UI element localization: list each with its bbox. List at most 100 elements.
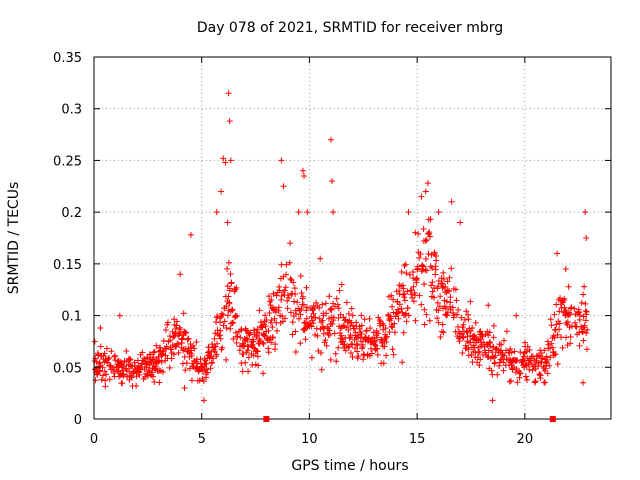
data-point [565,283,572,290]
data-point [437,293,444,300]
data-point [388,321,395,328]
data-point [434,315,441,322]
data-point [563,319,570,326]
data-point [227,271,234,278]
data-point [460,334,467,341]
data-point [322,337,329,344]
data-point [340,338,347,345]
data-point [181,384,188,391]
data-point [313,299,320,306]
data-point [164,319,171,326]
data-point [329,178,336,185]
data-point [355,353,362,360]
data-point [437,334,444,340]
data-point [144,355,151,362]
data-point [234,333,241,340]
data-point [423,311,430,318]
data-point [443,305,450,312]
data-point [244,347,251,354]
data-point [484,328,491,335]
data-point [327,136,334,143]
data-point [564,318,571,325]
data-point [268,317,275,324]
data-point [400,285,407,292]
data-point [188,377,195,384]
data-point [526,347,533,354]
data-point [176,331,183,338]
data-point [326,293,333,300]
data-point [490,334,497,341]
data-point [276,287,283,294]
data-point [335,305,342,312]
data-point [105,354,112,361]
data-point [294,299,301,306]
x-tick-label: 0 [90,432,98,447]
data-point [151,379,158,386]
data-point [488,367,495,374]
data-point [128,374,135,381]
data-point [292,349,299,356]
data-point [261,332,268,339]
data-point [572,323,579,330]
data-point [417,250,424,257]
data-point [360,356,367,363]
data-point [338,332,345,339]
data-point [486,329,493,336]
data-point [193,338,200,345]
data-point [274,327,281,334]
data-point [418,301,425,308]
x-tick-label: 20 [517,432,534,447]
data-point [358,338,365,345]
data-point [566,311,573,318]
data-point [245,354,252,361]
data-point [92,355,99,362]
data-point [173,322,180,329]
data-point [388,315,395,322]
data-point [406,271,413,278]
data-point [333,295,340,302]
data-point [576,312,583,319]
data-point [213,351,220,358]
y-tick-label: 0 [74,413,82,428]
data-point [546,362,553,369]
y-axis-label: SRMTID / TECUs [6,182,22,295]
data-point [489,349,496,356]
data-point [147,351,154,358]
data-point [133,373,140,380]
gap-markers [263,416,556,422]
data-point [335,314,342,321]
data-point [278,292,285,299]
data-point [490,322,497,329]
data-point [429,288,436,295]
data-point [229,306,236,313]
data-point [331,330,338,337]
data-point [388,292,395,299]
data-point [233,284,240,291]
data-point [178,339,185,346]
data-point [322,300,329,307]
data-point [204,369,211,376]
data-point [303,284,310,291]
data-point [265,349,272,356]
data-point [230,335,237,342]
data-point [535,363,542,370]
data-point [513,312,520,319]
data-point [441,276,448,283]
data-point [108,348,115,355]
data-point [446,288,453,295]
data-point [523,348,530,355]
data-point [326,327,333,334]
data-point [175,341,182,348]
data-point [265,327,272,334]
data-point [386,329,393,336]
data-point [460,321,467,328]
data-point [556,320,563,327]
data-point [259,324,266,331]
data-point [479,332,486,339]
data-point [554,361,561,368]
data-point [435,209,442,216]
data-point [176,329,183,336]
x-tick-label: 10 [301,432,318,447]
data-point [283,271,290,278]
data-point [476,348,483,355]
